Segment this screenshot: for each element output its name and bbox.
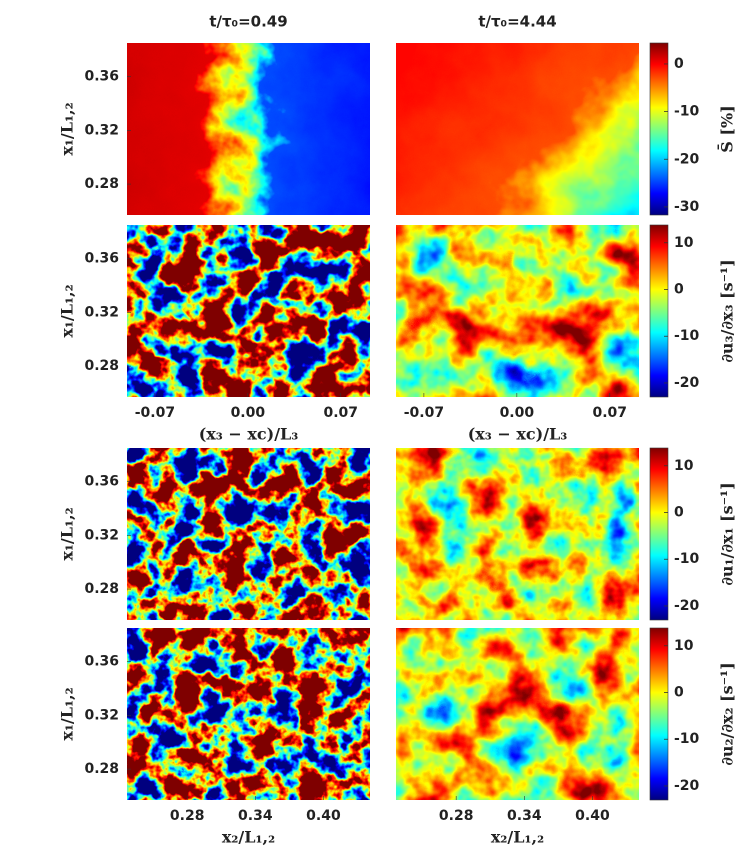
- colorbar-tick-label: -20: [674, 598, 700, 614]
- heatmap-panel: [396, 43, 639, 215]
- y-tick-label: 0.28: [84, 358, 119, 374]
- y-tick-label: 0.32: [84, 527, 119, 543]
- y-tick-label: 0.32: [84, 304, 119, 320]
- colorbar-tick-label: 10: [674, 638, 694, 654]
- colorbar-tick-label: -10: [674, 104, 700, 120]
- y-axis-label: x₁/L₁,₂: [58, 687, 77, 740]
- colorbar-tick-label: 0: [674, 505, 684, 521]
- colorbar-label: ∂u₃/∂x₃ [s⁻¹]: [718, 259, 737, 362]
- y-tick-label: 0.36: [84, 654, 119, 670]
- panel-title: t/τ₀=4.44: [478, 13, 556, 31]
- colorbar: [649, 447, 669, 621]
- x-tick-label: 0.07: [593, 405, 628, 421]
- colorbar: [649, 627, 669, 801]
- x-tick-label: 0.34: [507, 808, 542, 824]
- colorbar-tick-label: -10: [674, 328, 700, 344]
- y-tick-label: 0.32: [84, 122, 119, 138]
- colorbar-tick-label: -10: [674, 551, 700, 567]
- y-tick-label: 0.36: [84, 474, 119, 490]
- y-axis-label: x₁/L₁,₂: [58, 284, 77, 337]
- heatmap-field: [127, 225, 370, 397]
- x-axis-label: x₂/L₁,₂: [222, 828, 275, 847]
- y-tick-label: 0.28: [84, 581, 119, 597]
- y-axis-label: x₁/L₁,₂: [58, 507, 77, 560]
- colorbar-tick-label: -20: [674, 151, 700, 167]
- x-tick-label: -0.07: [404, 405, 444, 421]
- heatmap-panel: [127, 43, 370, 215]
- colorbar-tick-label: -30: [674, 199, 700, 215]
- heatmap-field: [127, 448, 370, 620]
- x-tick-label: 0.34: [238, 808, 273, 824]
- colorbar-tick-label: -10: [674, 731, 700, 747]
- heatmap-panel: [396, 628, 639, 800]
- x-tick-label: 0.40: [575, 808, 610, 824]
- y-tick-label: 0.36: [84, 251, 119, 267]
- x-tick-label: 0.00: [500, 405, 535, 421]
- x-tick-label: 0.07: [324, 405, 359, 421]
- x-axis-label: (x₃ − xc)/L₃: [199, 425, 299, 444]
- colorbar-label: S̄ [%]: [717, 105, 737, 152]
- colorbar-tick-label: -20: [674, 375, 700, 391]
- x-tick-label: 0.40: [306, 808, 341, 824]
- x-axis-label: x₂/L₁,₂: [491, 828, 544, 847]
- x-tick-label: -0.07: [135, 405, 175, 421]
- panel-title: t/τ₀=0.49: [209, 13, 287, 31]
- colorbar-label: ∂u₂/∂x₂ [s⁻¹]: [718, 662, 737, 765]
- heatmap-field: [127, 43, 370, 215]
- heatmap-panel: [127, 448, 370, 620]
- y-tick-label: 0.28: [84, 176, 119, 192]
- y-axis-label: x₁/L₁,₂: [58, 102, 77, 155]
- colorbar: [649, 42, 669, 216]
- colorbar-tick-label: 10: [674, 458, 694, 474]
- x-tick-label: 0.28: [439, 808, 474, 824]
- colorbar-tick-label: 0: [674, 56, 684, 72]
- heatmap-field: [396, 448, 639, 620]
- x-tick-label: 0.28: [170, 808, 205, 824]
- colorbar-label: ∂u₁/∂x₁ [s⁻¹]: [718, 482, 737, 585]
- colorbar-tick-label: 0: [674, 282, 684, 298]
- heatmap-panel: [127, 628, 370, 800]
- heatmap-field: [396, 225, 639, 397]
- heatmap-field: [127, 628, 370, 800]
- colorbar: [649, 224, 669, 398]
- colorbar-tick-label: 0: [674, 685, 684, 701]
- x-tick-label: 0.00: [231, 405, 266, 421]
- colorbar-tick-label: -20: [674, 778, 700, 794]
- y-tick-label: 0.32: [84, 707, 119, 723]
- heatmap-field: [396, 43, 639, 215]
- heatmap-panel: [396, 225, 639, 397]
- heatmap-field: [396, 628, 639, 800]
- heatmap-panel: [127, 225, 370, 397]
- y-tick-label: 0.28: [84, 761, 119, 777]
- heatmap-panel: [396, 448, 639, 620]
- x-axis-label: (x₃ − xc)/L₃: [468, 425, 568, 444]
- colorbar-tick-label: 10: [674, 235, 694, 251]
- y-tick-label: 0.36: [84, 69, 119, 85]
